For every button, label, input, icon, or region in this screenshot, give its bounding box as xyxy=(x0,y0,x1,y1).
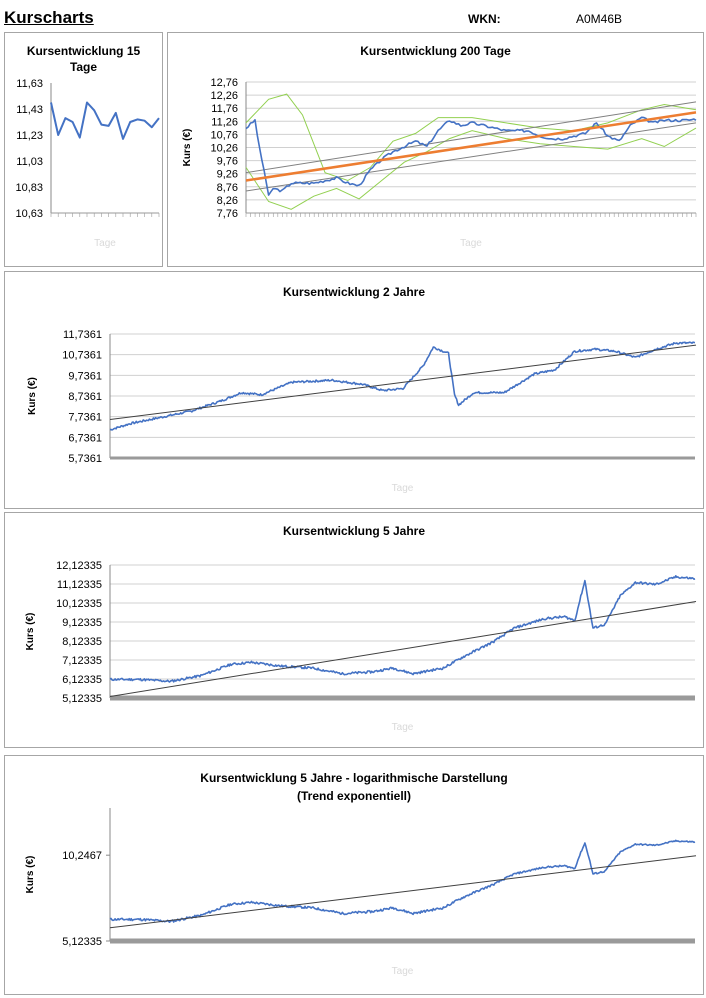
trend-line xyxy=(109,855,697,929)
y-tick-label: 11,26 xyxy=(211,116,238,128)
chart-title: Kursentwicklung 15 Tage xyxy=(26,44,141,74)
y-tick-label: 9,12335 xyxy=(62,617,102,629)
price-line xyxy=(109,839,696,923)
y-tick-label: 7,76 xyxy=(217,208,238,220)
y-axis-label: Kurs (€) xyxy=(27,377,38,415)
y-axis-label: Kurs (€) xyxy=(182,129,193,167)
chart-title: Kursentwicklung 5 Jahre xyxy=(282,524,426,538)
y-tick-label: 8,7361 xyxy=(68,391,102,403)
y-tick-label: 7,12335 xyxy=(62,655,102,667)
chart-panel-15-tage: Kursentwicklung 15 Tage 11,63 11,43 11,23 1… xyxy=(4,32,163,267)
band-lower-line xyxy=(245,127,697,210)
y-tick-label: 10,12335 xyxy=(56,598,102,610)
y-tick-label: 11,23 xyxy=(16,130,43,142)
y-tick-label: 8,26 xyxy=(217,195,238,207)
y-tick-label: 12,12335 xyxy=(56,560,102,572)
chart-200-tage: 12,7612,2611,7611,2610,7610,269,769,268,… xyxy=(182,77,697,249)
y-tick-label: 10,26 xyxy=(210,143,238,155)
chart-subtitle: (Trend exponentiell) xyxy=(296,789,411,803)
x-axis-label: Tage xyxy=(392,722,414,733)
y-tick-label: 11,43 xyxy=(16,104,43,116)
chart-panel-5-jahre: Kursentwicklung 5 Jahre 12,12335 11,12335… xyxy=(4,512,704,748)
wkn-label: WKN: xyxy=(468,12,501,26)
chart-2-jahre: 11,7361 10,7361 9,7361 8,7361 7,7361 6,7361 5,… xyxy=(27,329,697,494)
x-axis-label: Tage xyxy=(392,966,414,977)
y-tick-label: 11,12335 xyxy=(57,579,102,591)
x-axis-label: Tage xyxy=(460,238,482,249)
y-tick-label: 12,76 xyxy=(210,77,238,89)
trend-line xyxy=(109,344,697,420)
chart-5-jahre: 12,12335 11,12335 10,12335 9,12335 8,12335 7,… xyxy=(25,560,697,733)
y-tick-label: 11,7361 xyxy=(63,329,102,341)
x-axis-label: Tage xyxy=(392,483,414,494)
y-axis-label: Kurs (€) xyxy=(25,613,36,651)
x-axis-label: Tage xyxy=(94,238,116,249)
price-line xyxy=(50,101,160,140)
y-axis-label: Kurs (€) xyxy=(25,856,36,894)
channel-lower-line xyxy=(245,122,697,192)
y-tick-label: 10,2467 xyxy=(62,850,102,862)
price-line xyxy=(245,116,697,196)
chart-panel-2-jahre: Kursentwicklung 2 Jahre 11,7361 10,7361 9,… xyxy=(4,271,704,509)
channel-upper-line xyxy=(245,101,697,174)
y-tick-label: 10,7361 xyxy=(62,350,102,362)
y-tick-label: 12,26 xyxy=(210,90,238,102)
chart-panel-5-jahre-log: Kursentwicklung 5 Jahre - logarithmische… xyxy=(4,755,704,995)
band-upper-line xyxy=(245,93,697,182)
y-tick-label: 10,83 xyxy=(15,182,43,194)
y-tick-label: 9,76 xyxy=(217,156,238,168)
chart-title: Kursentwicklung 200 Tage xyxy=(360,44,511,58)
chart-title: Kursentwicklung 2 Jahre xyxy=(282,285,426,299)
y-tick-label: 11,03 xyxy=(16,156,43,168)
price-line xyxy=(109,341,696,431)
y-tick-label: 5,7361 xyxy=(68,453,102,465)
trend-line xyxy=(245,111,697,182)
y-tick-label: 9,26 xyxy=(217,169,238,181)
y-tick-label: 6,7361 xyxy=(68,432,102,444)
wkn-value: A0M46B xyxy=(576,12,623,26)
chart-title: Kursentwicklung 5 Jahre - logarithmische… xyxy=(200,771,508,785)
y-tick-label: 9,7361 xyxy=(68,370,102,382)
y-tick-label: 5,12335 xyxy=(62,693,102,705)
y-tick-label: 8,76 xyxy=(217,182,238,194)
y-tick-label: 10,76 xyxy=(210,129,238,141)
y-tick-label: 11,76 xyxy=(211,103,238,115)
chart-15-tage: 11,63 11,43 11,23 11,03 10,83 10,63 Tage xyxy=(15,78,160,249)
y-tick-label: 11,63 xyxy=(16,78,43,90)
y-tick-label: 5,12335 xyxy=(62,936,102,948)
price-line xyxy=(109,575,696,683)
y-tick-label: 8,12335 xyxy=(62,636,102,648)
trend-line xyxy=(109,601,697,698)
y-tick-label: 7,7361 xyxy=(68,412,102,424)
chart-5-jahre-log: 10,2467 5,12335 Tage Kurs (€) xyxy=(25,808,697,977)
chart-panel-200-tage: Kursentwicklung 200 Tage 12,76 12,26 11,76… xyxy=(167,32,704,267)
y-tick-label: 6,12335 xyxy=(62,674,102,686)
page-title: Kurscharts xyxy=(4,8,94,27)
y-tick-label: 10,63 xyxy=(15,208,43,220)
